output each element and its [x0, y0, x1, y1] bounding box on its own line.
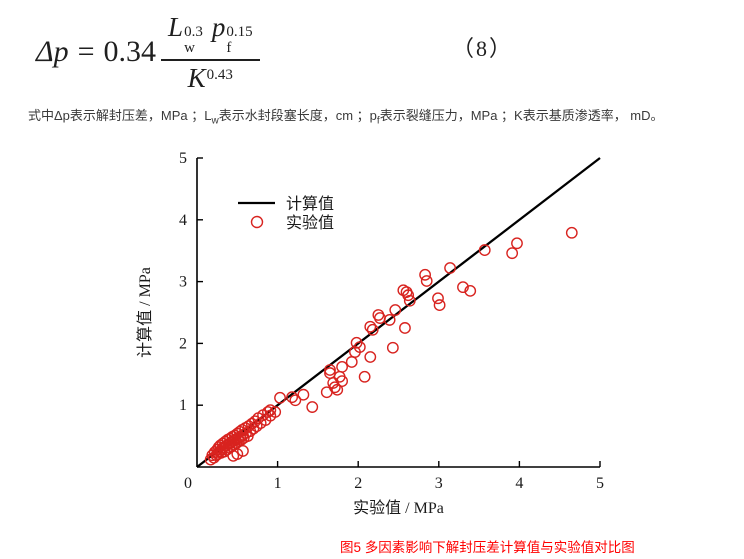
desc-seg-4: 表示裂缝压力，MPa ；K表示基质渗透率， mD。 [379, 108, 664, 123]
data-point [420, 275, 433, 287]
y-tick-label: 2 [179, 335, 187, 352]
numerator-term-pf: p 0.15 f [211, 11, 253, 56]
data-point [358, 370, 371, 383]
y-axis-title: 计算值 / MPa [135, 267, 154, 358]
data-point [306, 401, 319, 413]
data-point [478, 244, 491, 256]
y-tick-label: 3 [179, 274, 187, 291]
data-point [403, 294, 416, 307]
numerator-term-lw: L 0.3 w [168, 11, 203, 56]
fraction-numerator: L 0.3 w p 0.15 f [161, 10, 260, 62]
data-point [444, 262, 456, 274]
data-point [237, 445, 249, 457]
fraction-denominator: K0.43 [187, 63, 233, 94]
figure-caption: 图5 多因素影响下解封压差计算值与实验值对比图 [340, 540, 635, 555]
x-tick-label: 2 [354, 475, 362, 492]
x-tick-label: 0 [184, 475, 192, 492]
data-point [565, 226, 578, 239]
desc-sub-w: w [211, 115, 219, 127]
data-point [433, 299, 446, 311]
data-point [374, 312, 386, 324]
data-point [331, 383, 344, 396]
equation-8: Δp = 0.34 L 0.3 w p 0.15 f K0.43 [36, 10, 260, 94]
variable-description: 式中Δp表示解封压差，MPa ；Lw表示水封段塞长度，cm ；pf表示裂缝压力，… [28, 107, 740, 131]
data-point [269, 406, 282, 418]
equation-coefficient: 0.34 [103, 35, 157, 68]
desc-sub-f: f [376, 115, 380, 127]
data-point [366, 323, 379, 336]
legend-circle-sample [250, 215, 264, 229]
y-tick-label: 4 [179, 212, 187, 229]
data-point [457, 281, 469, 294]
data-point [511, 237, 523, 250]
equals-sign: = [77, 35, 95, 68]
desc-seg-2: 表示水封段塞长度，cm ；p [218, 108, 377, 123]
data-point [402, 289, 415, 302]
x-tick-label: 4 [515, 475, 523, 492]
data-point [353, 341, 366, 354]
data-point [286, 391, 299, 404]
data-point [399, 322, 411, 334]
data-point [345, 356, 358, 368]
data-point [328, 381, 341, 394]
data-point [389, 304, 402, 316]
y-tick-label: 1 [179, 397, 187, 414]
data-point [324, 364, 336, 376]
data-point [227, 449, 240, 462]
data-point [386, 341, 399, 354]
data-point [432, 292, 444, 305]
x-tick-label: 5 [596, 475, 604, 492]
data-point [297, 388, 310, 401]
equation-lhs: Δp [36, 35, 69, 68]
data-point [383, 314, 396, 326]
legend-label-calculated: 计算值 [286, 194, 334, 213]
data-point [464, 284, 477, 297]
data-point [419, 268, 431, 281]
data-point [364, 351, 377, 363]
x-tick-label: 3 [435, 475, 443, 492]
data-point [364, 320, 377, 333]
data-point [506, 247, 519, 260]
equation-number: （8） [452, 36, 514, 61]
data-point [336, 375, 348, 387]
legend-label-experimental: 实验值 [286, 214, 334, 232]
x-tick-label: 1 [274, 475, 282, 492]
desc-seg-0: 式中Δp表示解封压差，MPa ；L [28, 108, 212, 123]
data-point [336, 360, 348, 373]
data-point [247, 422, 260, 435]
data-point [289, 394, 302, 407]
x-axis-title: 实验值 / MPa [353, 499, 444, 517]
y-tick-label: 5 [179, 150, 187, 167]
equation-fraction: L 0.3 w p 0.15 f K0.43 [161, 10, 260, 95]
data-point [274, 391, 286, 404]
